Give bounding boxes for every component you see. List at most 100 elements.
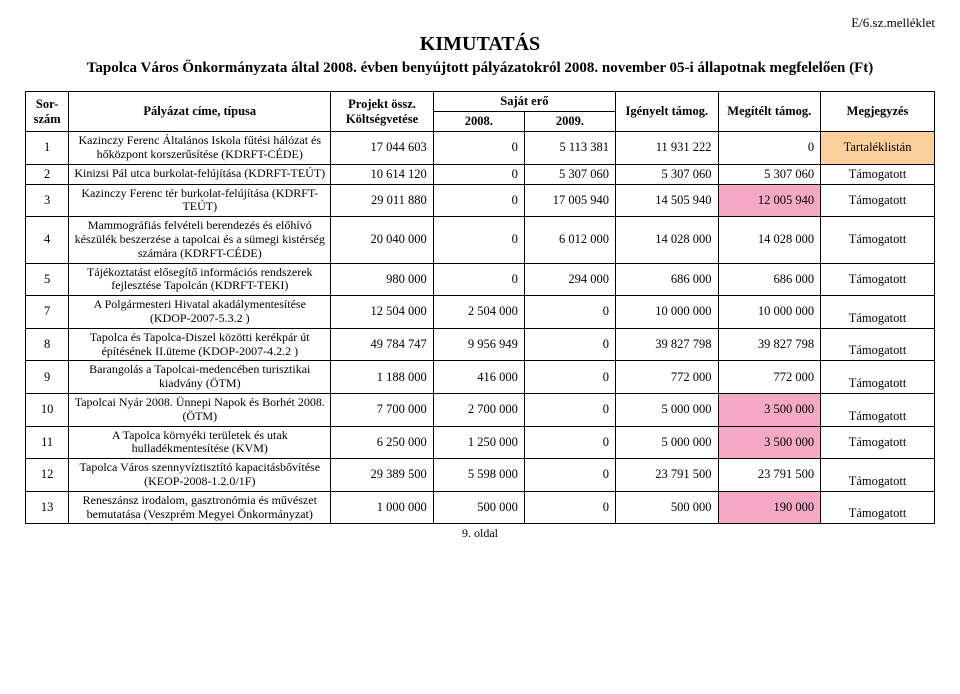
table-cell: 13	[26, 491, 69, 524]
table-cell: Reneszánsz irodalom, gasztronómia és műv…	[69, 491, 331, 524]
table-cell: Mammográfiás felvételi berendezés és elő…	[69, 217, 331, 263]
table-cell: 1	[26, 132, 69, 165]
col-igenyelt: Igényelt támog.	[616, 92, 719, 132]
table-row: 5Tájékoztatást elősegítő információs ren…	[26, 263, 935, 296]
table-cell: 7	[26, 296, 69, 329]
page-title: KIMUTATÁS	[25, 33, 935, 56]
table-cell: 0	[433, 132, 524, 165]
table-cell: 0	[433, 184, 524, 217]
table-cell: 0	[524, 296, 615, 329]
col-megjegyzes: Megjegyzés	[821, 92, 935, 132]
table-cell: 416 000	[433, 361, 524, 394]
page-footer: 9. oldal	[25, 526, 935, 541]
table-row: 12Tapolca Város szennyvíztisztító kapaci…	[26, 459, 935, 492]
table-cell: 10	[26, 393, 69, 426]
table-cell: 14 028 000	[718, 217, 821, 263]
table-cell: 9	[26, 361, 69, 394]
table-cell: 0	[524, 491, 615, 524]
table-cell: 6 012 000	[524, 217, 615, 263]
col-2009: 2009.	[524, 112, 615, 132]
table-cell: 3 500 000	[718, 393, 821, 426]
col-megitelt: Megítélt támog.	[718, 92, 821, 132]
attachment-label: E/6.sz.melléklet	[25, 15, 935, 31]
table-cell: Tapolca és Tapolca-Diszel közötti kerékp…	[69, 328, 331, 361]
col-palyazat: Pályázat címe, típusa	[69, 92, 331, 132]
table-cell: 10 614 120	[331, 164, 434, 184]
table-cell: 39 827 798	[718, 328, 821, 361]
table-cell: 12 504 000	[331, 296, 434, 329]
table-cell: 500 000	[616, 491, 719, 524]
table-cell: 686 000	[718, 263, 821, 296]
table-cell: 0	[524, 459, 615, 492]
table-cell: 1 188 000	[331, 361, 434, 394]
table-cell: Támogatott	[821, 459, 935, 492]
col-projekt: Projekt össz. Költségvetése	[331, 92, 434, 132]
table-cell: 5 307 060	[524, 164, 615, 184]
table-cell: Támogatott	[821, 328, 935, 361]
table-cell: Tapolcai Nyár 2008. Ünnepi Napok és Borh…	[69, 393, 331, 426]
table-cell: 29 011 880	[331, 184, 434, 217]
table-cell: 11 931 222	[616, 132, 719, 165]
table-cell: 6 250 000	[331, 426, 434, 459]
table-cell: 4	[26, 217, 69, 263]
table-cell: 5 113 381	[524, 132, 615, 165]
table-cell: 2 504 000	[433, 296, 524, 329]
table-row: 4Mammográfiás felvételi berendezés és el…	[26, 217, 935, 263]
table-cell: 5 598 000	[433, 459, 524, 492]
table-cell: 23 791 500	[718, 459, 821, 492]
page-subtitle: Tapolca Város Önkormányzata által 2008. …	[25, 60, 935, 77]
table-cell: 772 000	[718, 361, 821, 394]
table-cell: 980 000	[331, 263, 434, 296]
table-cell: 14 028 000	[616, 217, 719, 263]
table-cell: Támogatott	[821, 393, 935, 426]
table-cell: 0	[718, 132, 821, 165]
table-cell: 3	[26, 184, 69, 217]
table-cell: Barangolás a Tapolcai-medencében turiszt…	[69, 361, 331, 394]
table-cell: 294 000	[524, 263, 615, 296]
table-cell: Kazinczy Ferenc tér burkolat-felújítása …	[69, 184, 331, 217]
table-cell: 11	[26, 426, 69, 459]
table-cell: 5	[26, 263, 69, 296]
table-cell: 5 307 060	[718, 164, 821, 184]
table-row: 9Barangolás a Tapolcai-medencében turisz…	[26, 361, 935, 394]
col-sajat: Saját erő	[433, 92, 615, 112]
table-cell: Tájékoztatást elősegítő információs rend…	[69, 263, 331, 296]
table-cell: 23 791 500	[616, 459, 719, 492]
table-cell: 0	[433, 263, 524, 296]
table-cell: 14 505 940	[616, 184, 719, 217]
col-2008: 2008.	[433, 112, 524, 132]
table-row: 1Kazinczy Ferenc Általános Iskola fűtési…	[26, 132, 935, 165]
table-cell: 0	[524, 426, 615, 459]
table-cell: Támogatott	[821, 263, 935, 296]
table-cell: 1 000 000	[331, 491, 434, 524]
table-cell: 0	[524, 393, 615, 426]
table-row: 10Tapolcai Nyár 2008. Ünnepi Napok és Bo…	[26, 393, 935, 426]
col-sorszam: Sor-szám	[26, 92, 69, 132]
table-cell: Kazinczy Ferenc Általános Iskola fűtési …	[69, 132, 331, 165]
table-row: 7A Polgármesteri Hivatal akadálymentesít…	[26, 296, 935, 329]
table-cell: Tapolca Város szennyvíztisztító kapacitá…	[69, 459, 331, 492]
table-cell: 0	[524, 361, 615, 394]
table-cell: 29 389 500	[331, 459, 434, 492]
table-cell: 2	[26, 164, 69, 184]
table-cell: 12	[26, 459, 69, 492]
table-cell: 1 250 000	[433, 426, 524, 459]
table-cell: Támogatott	[821, 296, 935, 329]
table-cell: 9 956 949	[433, 328, 524, 361]
table-row: 13Reneszánsz irodalom, gasztronómia és m…	[26, 491, 935, 524]
table-cell: 5 307 060	[616, 164, 719, 184]
table-body: 1Kazinczy Ferenc Általános Iskola fűtési…	[26, 132, 935, 524]
table-cell: Tartaléklistán	[821, 132, 935, 165]
table-cell: 772 000	[616, 361, 719, 394]
table-cell: 12 005 940	[718, 184, 821, 217]
table-cell: 190 000	[718, 491, 821, 524]
table-cell: 17 005 940	[524, 184, 615, 217]
table-cell: 0	[524, 328, 615, 361]
table-cell: Támogatott	[821, 164, 935, 184]
table-cell: Támogatott	[821, 184, 935, 217]
table-row: 3Kazinczy Ferenc tér burkolat-felújítása…	[26, 184, 935, 217]
table-cell: 17 044 603	[331, 132, 434, 165]
table-row: 11A Tapolca környéki területek és utak h…	[26, 426, 935, 459]
table-header-row-1: Sor-szám Pályázat címe, típusa Projekt ö…	[26, 92, 935, 112]
table-cell: 2 700 000	[433, 393, 524, 426]
